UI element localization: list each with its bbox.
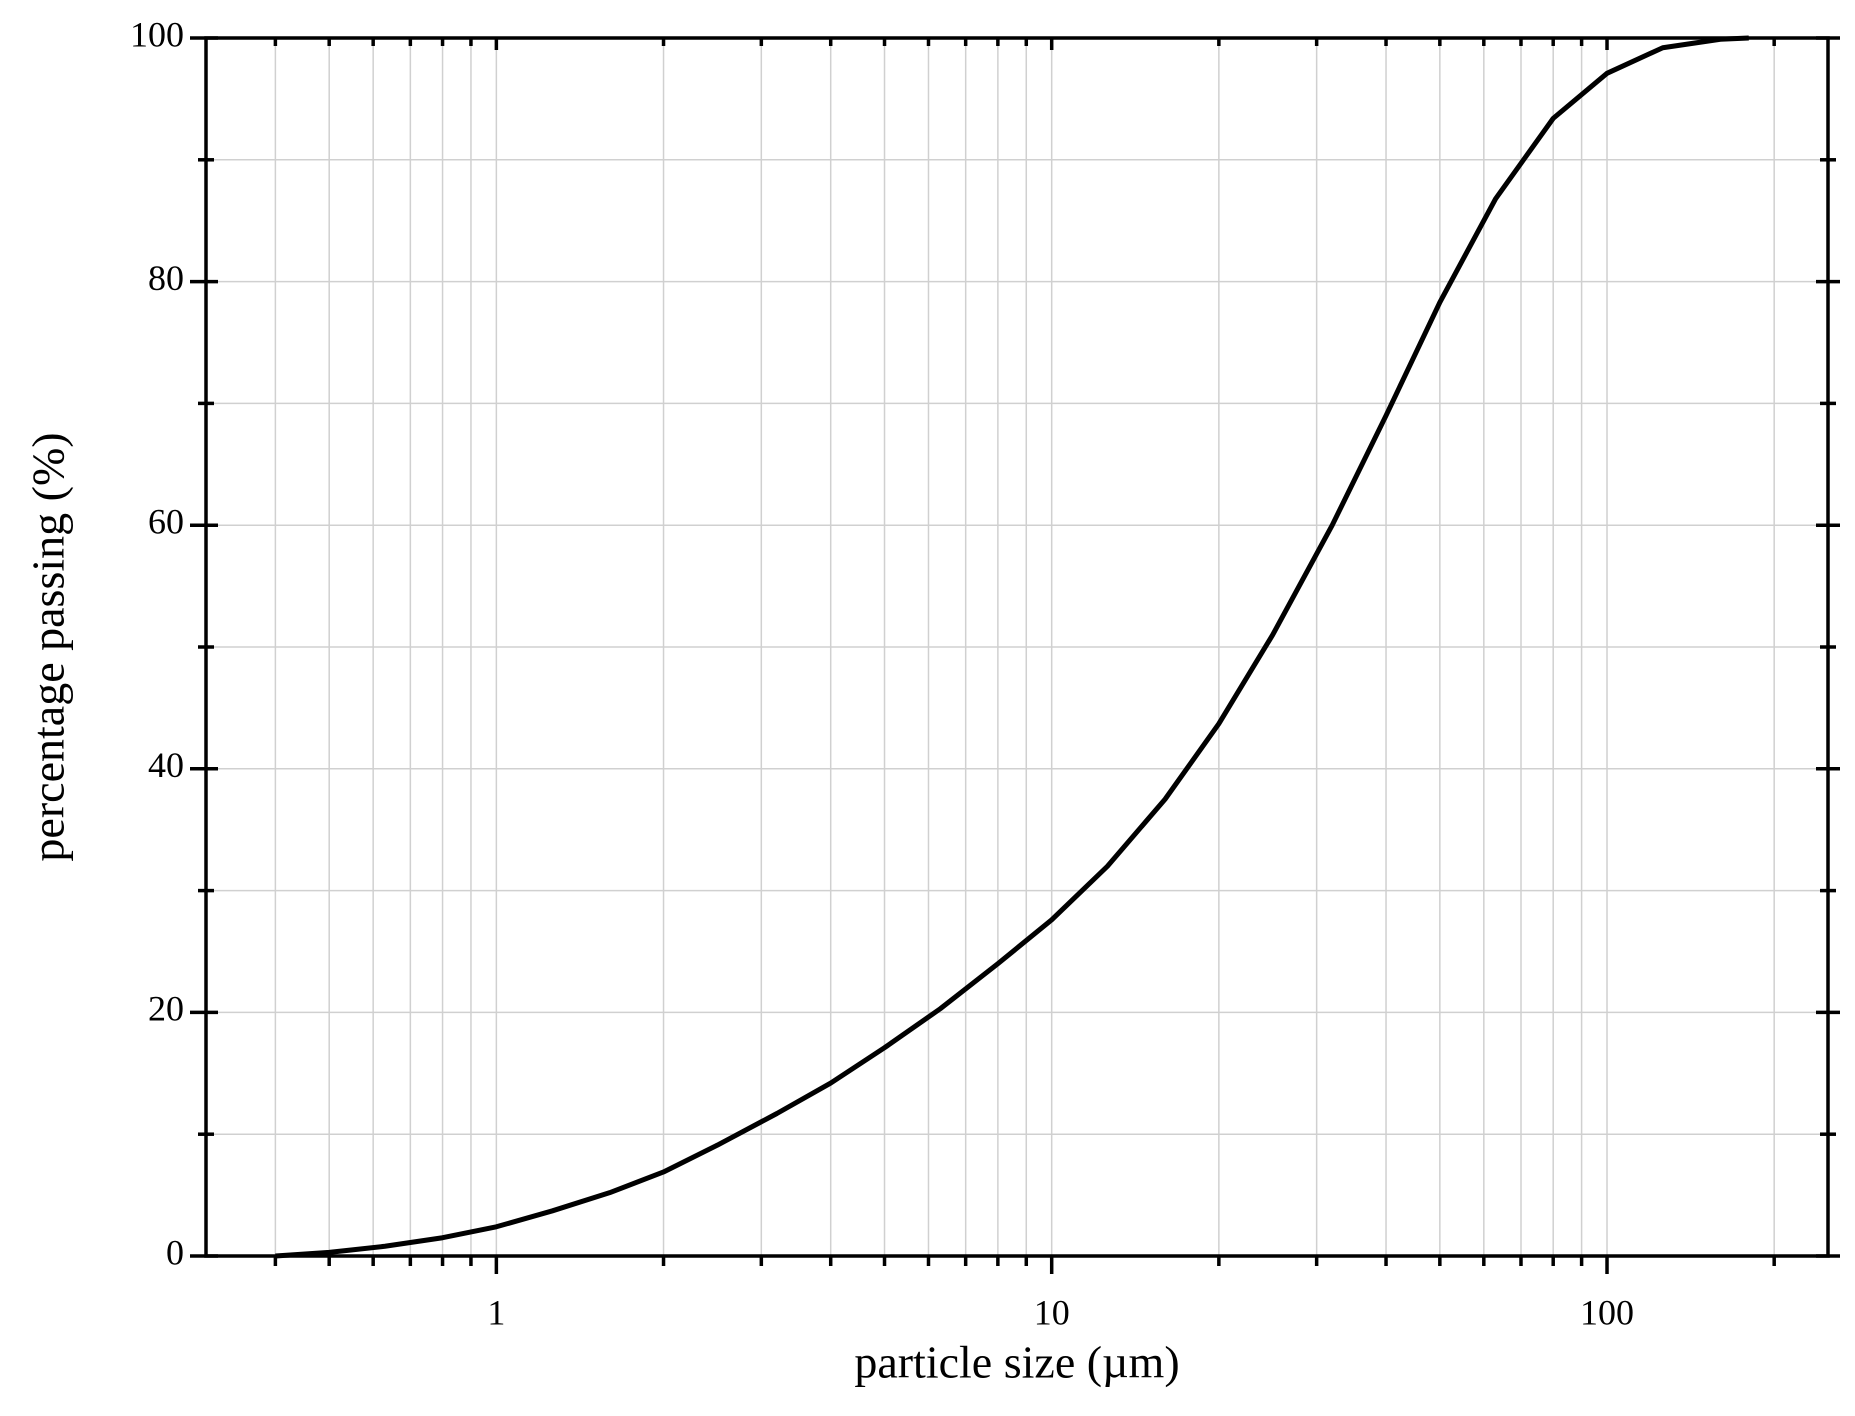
plot-area [275,35,1749,1259]
x-tick-label: 1 [487,1292,505,1332]
axes: 0 20 40 60 80 100 1 10 100 [130,14,1840,1332]
y-tick-label: 20 [148,989,184,1029]
x-axis-title: particle size (µm) [854,1337,1179,1388]
y-tick-label: 40 [148,745,184,785]
y-tick-label: 80 [148,258,184,298]
plot-frame [204,36,1830,1258]
grid [206,37,1828,1257]
data-line [275,35,1749,1259]
y-axis-title: percentage passing (%) [23,432,74,861]
y-tick-label: 100 [130,14,184,54]
y-tick-label: 60 [148,501,184,541]
y-tick-label: 0 [166,1232,184,1272]
x-tick-label: 100 [1580,1292,1634,1332]
x-tick-label: 10 [1034,1292,1070,1332]
